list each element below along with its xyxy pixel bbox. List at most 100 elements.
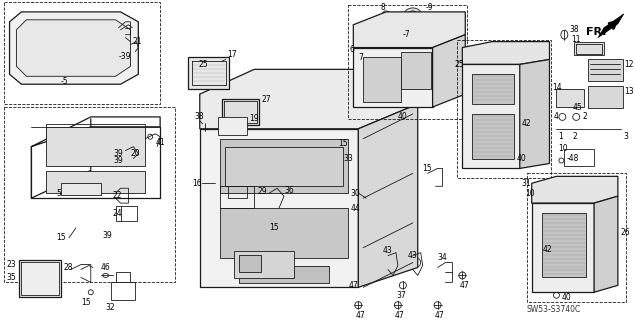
Bar (457, 40, 551, 178)
Bar (239, 255, 261, 272)
Text: 39: 39 (103, 231, 112, 240)
Text: 47: 47 (434, 310, 444, 320)
Text: 15: 15 (81, 298, 91, 307)
Polygon shape (594, 196, 618, 292)
Text: 39: 39 (114, 156, 123, 165)
Text: -5: -5 (61, 77, 69, 86)
Bar (472, 74, 514, 104)
Text: 45: 45 (572, 102, 582, 111)
Bar (4, 107, 175, 282)
Text: 19: 19 (250, 114, 259, 124)
Text: 28: 28 (63, 263, 72, 272)
Bar (363, 58, 401, 102)
Text: 12: 12 (624, 60, 633, 69)
Text: 38: 38 (570, 25, 579, 34)
Text: 10: 10 (525, 189, 535, 198)
Bar (20, 260, 61, 297)
Text: 1: 1 (558, 132, 563, 141)
Text: 47: 47 (349, 281, 358, 290)
Polygon shape (531, 203, 594, 292)
Text: 47: 47 (395, 310, 404, 320)
Text: 37: 37 (396, 291, 406, 300)
Bar (565, 148, 594, 166)
Polygon shape (432, 35, 465, 107)
Polygon shape (462, 64, 520, 168)
Bar (61, 183, 101, 195)
Polygon shape (200, 129, 358, 287)
Text: 39: 39 (114, 149, 123, 158)
Text: 21: 21 (132, 37, 142, 46)
Bar (588, 86, 623, 108)
Text: 8: 8 (380, 4, 385, 12)
Ellipse shape (364, 65, 402, 93)
Bar (225, 147, 344, 186)
Text: 11: 11 (572, 35, 581, 44)
Text: 29: 29 (257, 187, 267, 196)
Text: 14: 14 (552, 83, 562, 92)
Text: 46: 46 (101, 263, 110, 272)
Bar (220, 186, 254, 208)
Text: 35: 35 (6, 273, 17, 282)
Text: 32: 32 (105, 303, 116, 312)
Text: 47: 47 (356, 310, 365, 320)
Text: 20: 20 (130, 149, 140, 158)
Bar (4, 2, 160, 104)
Polygon shape (200, 69, 418, 129)
Text: SW53-S3740C: SW53-S3740C (526, 305, 581, 314)
Text: 33: 33 (344, 154, 353, 163)
Bar (556, 89, 584, 107)
Text: 15: 15 (56, 233, 66, 242)
Text: 36: 36 (284, 186, 294, 195)
Text: 24: 24 (112, 209, 122, 218)
Text: 3: 3 (624, 132, 629, 141)
Polygon shape (520, 60, 549, 168)
Text: 4: 4 (554, 112, 558, 121)
Text: 16: 16 (192, 179, 201, 188)
Text: 2: 2 (582, 112, 587, 121)
Bar (110, 282, 135, 300)
Text: -39: -39 (119, 52, 131, 61)
Text: 15: 15 (338, 139, 348, 148)
Bar (239, 266, 328, 283)
Ellipse shape (407, 53, 439, 75)
Text: -7: -7 (403, 30, 410, 39)
Bar (401, 52, 431, 89)
Polygon shape (531, 176, 618, 203)
Polygon shape (353, 12, 465, 48)
Text: 38: 38 (195, 112, 204, 121)
Text: 44: 44 (351, 204, 360, 212)
Bar (222, 99, 259, 125)
Polygon shape (353, 48, 432, 107)
Text: 15: 15 (423, 164, 432, 173)
Bar (46, 127, 145, 166)
Bar (234, 251, 294, 278)
Bar (218, 117, 247, 135)
Bar (472, 114, 514, 158)
Text: 23: 23 (6, 260, 16, 269)
Bar (588, 60, 623, 81)
Text: -48: -48 (566, 154, 578, 163)
Text: 43: 43 (383, 246, 393, 255)
Polygon shape (17, 20, 130, 76)
Polygon shape (462, 42, 549, 64)
Polygon shape (188, 58, 229, 89)
Bar (220, 208, 349, 258)
Text: 25: 25 (455, 60, 464, 69)
Text: 5: 5 (56, 189, 61, 198)
Text: 25: 25 (199, 60, 208, 69)
Ellipse shape (404, 8, 422, 22)
Text: 17: 17 (227, 50, 237, 59)
Bar (526, 173, 625, 302)
Text: 40: 40 (398, 112, 408, 121)
Text: 31: 31 (522, 179, 531, 188)
Text: 41: 41 (155, 138, 165, 147)
Bar (116, 206, 137, 221)
Bar (542, 213, 586, 277)
Text: 6: 6 (349, 45, 354, 54)
Text: FR.: FR. (586, 27, 606, 37)
Text: 22: 22 (112, 191, 122, 200)
Text: 10: 10 (558, 144, 568, 153)
Text: 15: 15 (269, 223, 279, 232)
Text: 40: 40 (561, 293, 571, 302)
Bar (349, 5, 467, 119)
